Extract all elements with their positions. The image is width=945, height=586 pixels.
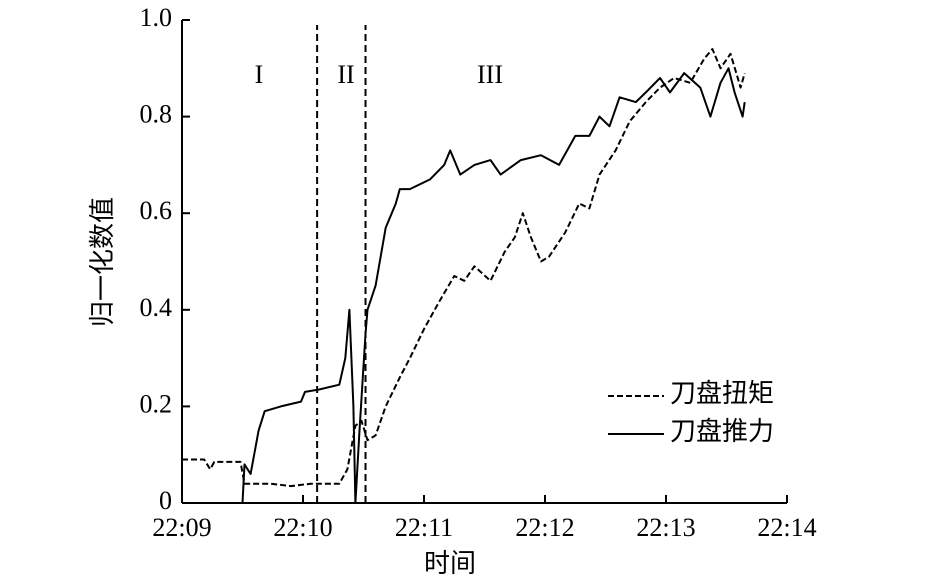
x-tick-label: 22:10 (273, 513, 332, 542)
region-label: III (477, 60, 503, 89)
legend-label: 刀盘扭矩 (670, 379, 774, 408)
region-label: II (337, 60, 354, 89)
y-tick-label: 0.8 (140, 100, 173, 129)
y-tick-label: 0.6 (140, 196, 173, 225)
x-tick-label: 22:09 (152, 513, 211, 542)
x-tick-label: 22:13 (636, 513, 695, 542)
data-line (241, 67, 746, 504)
x-tick-label: 22:12 (515, 513, 574, 542)
y-tick-label: 0.2 (140, 389, 173, 418)
y-tick-label: 0.4 (140, 293, 173, 322)
x-axis-title: 时间 (424, 549, 476, 578)
y-axis-title: 归一化数值 (88, 197, 117, 327)
legend-label: 刀盘推力 (670, 417, 774, 446)
x-tick-label: 22:14 (757, 513, 816, 542)
y-tick-label: 0 (159, 486, 172, 515)
data-line (182, 48, 746, 488)
x-tick-label: 22:11 (395, 513, 453, 542)
y-tick-label: 1.0 (140, 3, 173, 32)
region-label: I (255, 60, 264, 89)
